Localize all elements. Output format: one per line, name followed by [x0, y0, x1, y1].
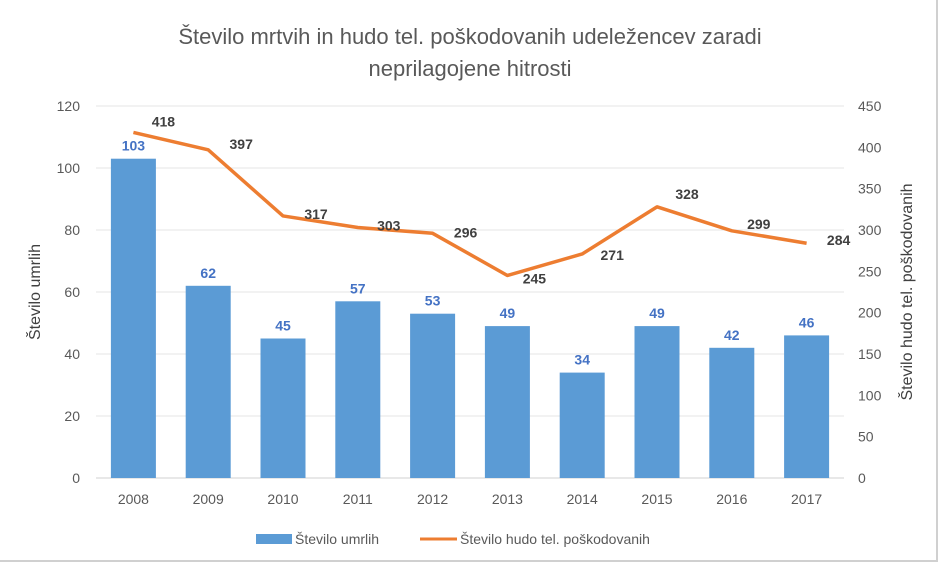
- bar: [559, 372, 605, 478]
- bar-data-label: 57: [350, 280, 366, 296]
- bar: [335, 301, 381, 478]
- bar: [260, 338, 306, 478]
- y-tick-left: 20: [64, 408, 80, 424]
- bar-data-label: 49: [500, 305, 516, 321]
- legend: Število umrlih Število hudo tel. poškodo…: [256, 531, 650, 547]
- y-axis-label-left: Število umrlih: [25, 244, 44, 340]
- line-data-label: 271: [601, 247, 625, 263]
- legend-label-line: Število hudo tel. poškodovanih: [460, 531, 650, 547]
- bar-data-label: 42: [724, 327, 740, 343]
- y-tick-right: 300: [858, 222, 882, 238]
- y-tick-right: 50: [858, 429, 874, 445]
- legend-swatch-bars: [256, 534, 292, 544]
- y-tick-left: 0: [72, 470, 80, 486]
- bar-data-label: 62: [200, 265, 216, 281]
- chart-title-line-2: neprilagojene hitrosti: [368, 56, 571, 81]
- line-data-label: 296: [454, 224, 478, 240]
- bar: [709, 347, 755, 478]
- y-tick-left: 60: [64, 284, 80, 300]
- y-tick-right: 100: [858, 387, 882, 403]
- bar: [185, 285, 231, 478]
- bar: [784, 335, 830, 478]
- bar-data-label: 103: [122, 138, 146, 154]
- line-series: [133, 130, 807, 278]
- x-tick: 2017: [791, 491, 822, 507]
- y-tick-right: 400: [858, 139, 882, 155]
- line-data-label: 397: [230, 136, 254, 152]
- y-tick-right: 350: [858, 181, 882, 197]
- bar-data-label: 49: [649, 305, 665, 321]
- bar: [410, 313, 456, 478]
- line-data-label: 299: [747, 216, 771, 232]
- bar: [110, 158, 156, 478]
- x-tick: 2015: [641, 491, 672, 507]
- y-tick-left: 100: [57, 160, 81, 176]
- bar-data-label: 46: [799, 314, 815, 330]
- y-tick-left: 40: [64, 346, 80, 362]
- x-tick: 2012: [417, 491, 448, 507]
- bar-data-label: 34: [574, 352, 590, 368]
- line-data-label: 284: [827, 232, 851, 248]
- legend-label-bars: Število umrlih: [295, 531, 379, 547]
- bar-data-label: 53: [425, 293, 441, 309]
- line-data-label: 317: [304, 206, 328, 222]
- x-tick: 2016: [716, 491, 747, 507]
- y-tick-left: 80: [64, 222, 80, 238]
- x-tick: 2014: [567, 491, 598, 507]
- y-tick-right: 0: [858, 470, 866, 486]
- x-tick: 2010: [267, 491, 298, 507]
- y-tick-right: 250: [858, 263, 882, 279]
- bar: [634, 326, 680, 478]
- line-data-label: 303: [377, 218, 401, 234]
- line-data-label: 328: [675, 186, 699, 202]
- line-data-label: 418: [152, 113, 176, 129]
- x-tick: 2008: [118, 491, 149, 507]
- bar-data-label: 45: [275, 318, 291, 334]
- y-tick-right: 200: [858, 305, 882, 321]
- x-tick: 2011: [343, 491, 373, 507]
- chart-title-line-1: Število mrtvih in hudo tel. poškodovanih…: [178, 24, 761, 49]
- line-data-label: 245: [523, 270, 547, 286]
- bar: [484, 326, 530, 478]
- y-tick-right: 150: [858, 346, 882, 362]
- x-tick: 2009: [193, 491, 224, 507]
- y-tick-left: 120: [57, 98, 81, 114]
- x-tick: 2013: [492, 491, 523, 507]
- y-axis-label-right: Število hudo tel. poškodovanih: [897, 183, 916, 400]
- y-tick-right: 450: [858, 98, 882, 114]
